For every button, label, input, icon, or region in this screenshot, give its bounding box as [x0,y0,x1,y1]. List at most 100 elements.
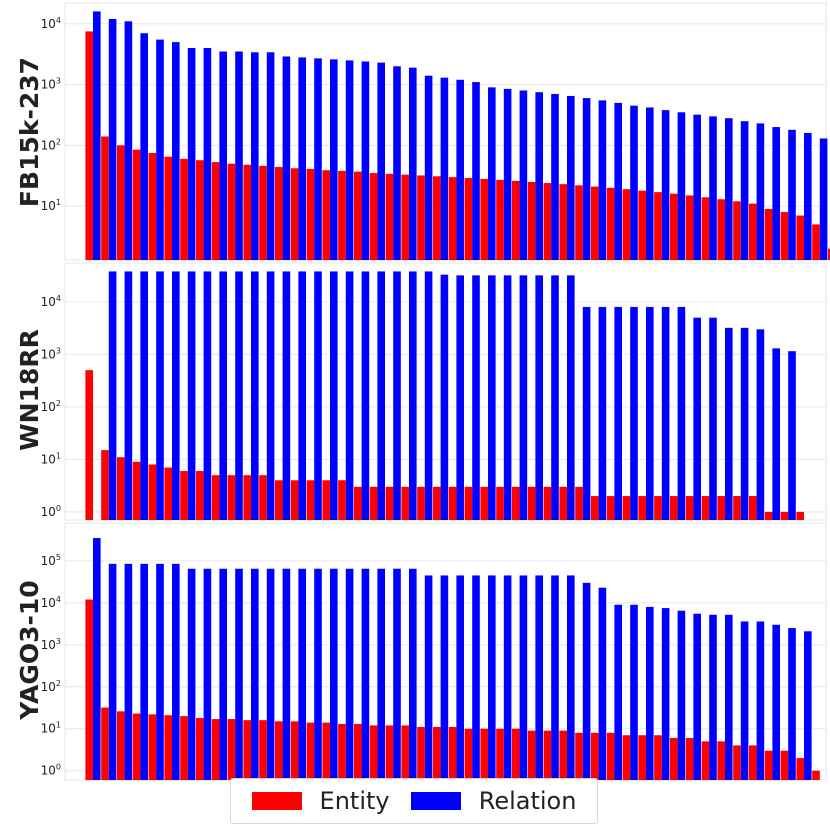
bar-entity [543,730,552,780]
bar-relation [630,306,638,520]
bar-relation [203,568,212,780]
bar-relation [235,568,243,780]
bar-relation [187,568,196,780]
bar-relation [140,271,148,520]
bar-entity [401,174,409,260]
bar-relation [567,575,575,780]
bar-entity [433,176,441,260]
bar-entity [780,750,789,780]
bar-entity [733,745,741,780]
bar-entity [717,199,725,260]
bar-entity [638,735,646,780]
bar-entity [306,168,315,260]
bar-entity [243,475,251,520]
bar-entity [196,471,204,520]
bar-entity [211,162,220,260]
bar-relation [472,275,480,520]
bar-entity [180,158,188,260]
bar-entity [322,480,330,520]
bar-relation [804,631,812,780]
bar-entity [796,511,804,520]
bar-relation [393,568,401,780]
y-tick-label: 103 [41,637,61,652]
bar-relation [108,563,117,780]
bar-entity [559,486,567,520]
bar-entity [259,475,267,520]
bar-entity [164,715,172,780]
bar-entity [401,725,409,780]
bar-relation [582,582,591,780]
bar-relation [646,306,654,520]
bar-entity [385,486,394,520]
bar-entity [780,212,789,260]
bar-relation [503,88,512,260]
bar-relation [140,563,148,780]
bar-relation [567,95,575,260]
bar-entity [243,164,251,260]
bar-entity [527,181,536,260]
bar-entity [685,496,694,520]
bar-relation [582,306,591,520]
bar-entity [464,486,473,520]
bar-relation [93,11,101,261]
bar-relation [156,563,164,780]
bar-entity [512,728,520,780]
bar-relation [361,568,370,780]
bar-entity [401,486,409,520]
bar-relation [124,563,133,780]
bar-entity [227,719,236,780]
bar-entity [638,496,646,520]
bar-entity [196,718,204,780]
bar-entity [543,486,552,520]
bar-relation [756,621,765,780]
bar-entity [575,486,583,520]
bar-relation [598,587,607,780]
bar-entity [211,475,220,520]
bar-entity [717,496,725,520]
bar-relation [393,271,401,520]
bar-relation [646,606,654,780]
bar-relation [203,47,212,261]
bar-relation [330,568,338,780]
bar-relation [582,98,591,260]
bar-entity [322,170,330,260]
bar-relation [440,77,449,260]
bar-relation [156,39,164,261]
bar-entity [606,732,615,780]
bar-relation [519,575,528,780]
y-tick-label: 100 [41,763,61,778]
bar-relation [819,138,828,260]
bar-entity [164,156,172,260]
bar-relation [251,568,259,780]
bar-relation [235,271,243,520]
bar-relation [788,628,796,780]
bar-entity [259,165,267,260]
y-tick-label: 103 [41,77,61,92]
bar-relation [788,351,796,520]
bar-entity [654,735,662,780]
bar-entity [369,486,378,520]
bar-relation [598,100,607,260]
bar-entity [338,723,346,780]
bar-entity [148,714,157,780]
y-tick-label: 101 [41,721,61,736]
bar-relation [266,568,275,780]
bar-entity [227,163,236,260]
bar-entity [749,745,757,780]
bar-relation [187,271,196,520]
panel-yago3-10: 100 101 102 103 104 105 [41,522,827,781]
bar-entity [670,193,678,260]
bar-entity [512,486,520,520]
bar-entity [132,149,141,260]
bar-relation [156,271,164,520]
bar-entity [354,486,362,520]
bar-relation [409,67,417,260]
bar-entity [606,187,615,260]
bar-entity [812,224,820,260]
bar-relation [661,608,670,780]
bar-relation [314,568,322,780]
bar-relation [551,275,559,520]
bar-entity [369,725,378,780]
y-tick-label: 104 [41,294,61,309]
bar-entity [180,716,188,780]
